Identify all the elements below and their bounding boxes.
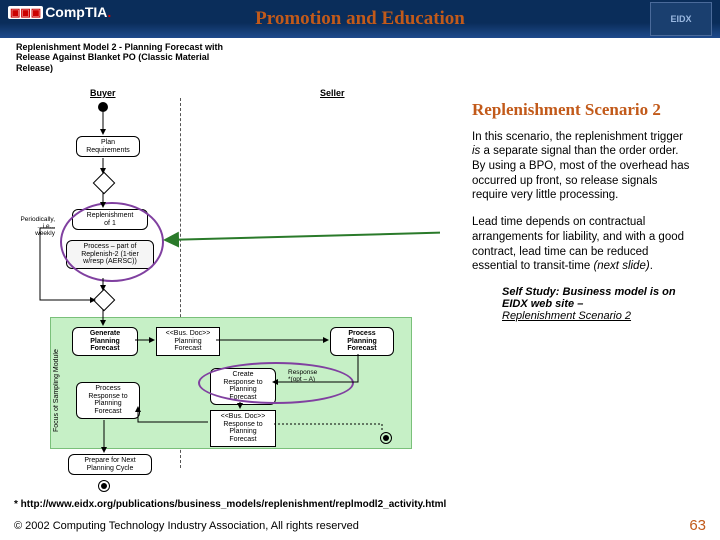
decision-node-2	[93, 289, 116, 312]
buyer-column-label: Buyer	[90, 88, 116, 98]
logo-eidx: EIDX	[650, 2, 712, 36]
node-generate-forecast: GeneratePlanningForecast	[72, 327, 138, 356]
node-process-forecast: ProcessPlanningForecast	[330, 327, 394, 356]
scenario-heading: Replenishment Scenario 2	[472, 100, 694, 120]
node-busdoc-response: <<Bus. Doc>>Response toPlanningForecast	[210, 410, 276, 447]
para1-part-b: a separate signal than the order order. …	[472, 145, 689, 201]
copyright-text: © 2002 Computing Technology Industry Ass…	[14, 520, 359, 532]
decision-node-1	[93, 172, 116, 195]
highlight-circle-1	[60, 202, 164, 282]
self-study-note: Self Study: Business model is on EIDX we…	[502, 286, 694, 322]
self-study-link[interactable]: Replenishment Scenario 2	[502, 310, 631, 322]
node-prepare-next: Prepare for NextPlanning Cycle	[68, 454, 152, 475]
diagram-title: Replenishment Model 2 - Planning Forecas…	[16, 42, 236, 73]
page-number: 63	[689, 517, 706, 534]
node-process-response: ProcessResponse toPlanningForecast	[76, 382, 140, 419]
end-node-buyer	[98, 480, 110, 492]
start-node	[98, 102, 108, 112]
header-bar: ▣▣▣ CompTIA. Promotion and Education EID…	[0, 0, 720, 38]
flowchart-diagram: Replenishment Model 2 - Planning Forecas…	[10, 42, 440, 462]
seller-column-label: Seller	[320, 88, 345, 98]
text-column: Replenishment Scenario 2 In this scenari…	[472, 100, 694, 322]
logo-comptia: ▣▣▣ CompTIA.	[8, 4, 111, 20]
para2-part-b: .	[650, 260, 653, 272]
label-periodically: Periodically,...i.e...weekly	[10, 217, 55, 237]
paragraph-1: In this scenario, the replenishment trig…	[472, 130, 694, 204]
para1-part-a: In this scenario, the replenishment trig…	[472, 131, 683, 143]
end-node-seller	[380, 432, 392, 444]
node-busdoc-forecast: <<Bus. Doc>>PlanningForecast	[156, 327, 220, 356]
paragraph-2: Lead time depends on contractual arrange…	[472, 215, 694, 274]
node-plan-requirements: PlanRequirements	[76, 136, 140, 157]
para2-italic: (next slide)	[593, 260, 649, 272]
footnote-url: * http://www.eidx.org/publications/busin…	[14, 499, 446, 510]
vertical-zone-label: Focus of Sampling Module	[53, 337, 60, 432]
self-study-text: Self Study: Business model is on EIDX we…	[502, 286, 676, 310]
highlight-circle-2	[198, 362, 354, 404]
slide-content: Replenishment Model 2 - Planning Forecas…	[0, 40, 720, 540]
